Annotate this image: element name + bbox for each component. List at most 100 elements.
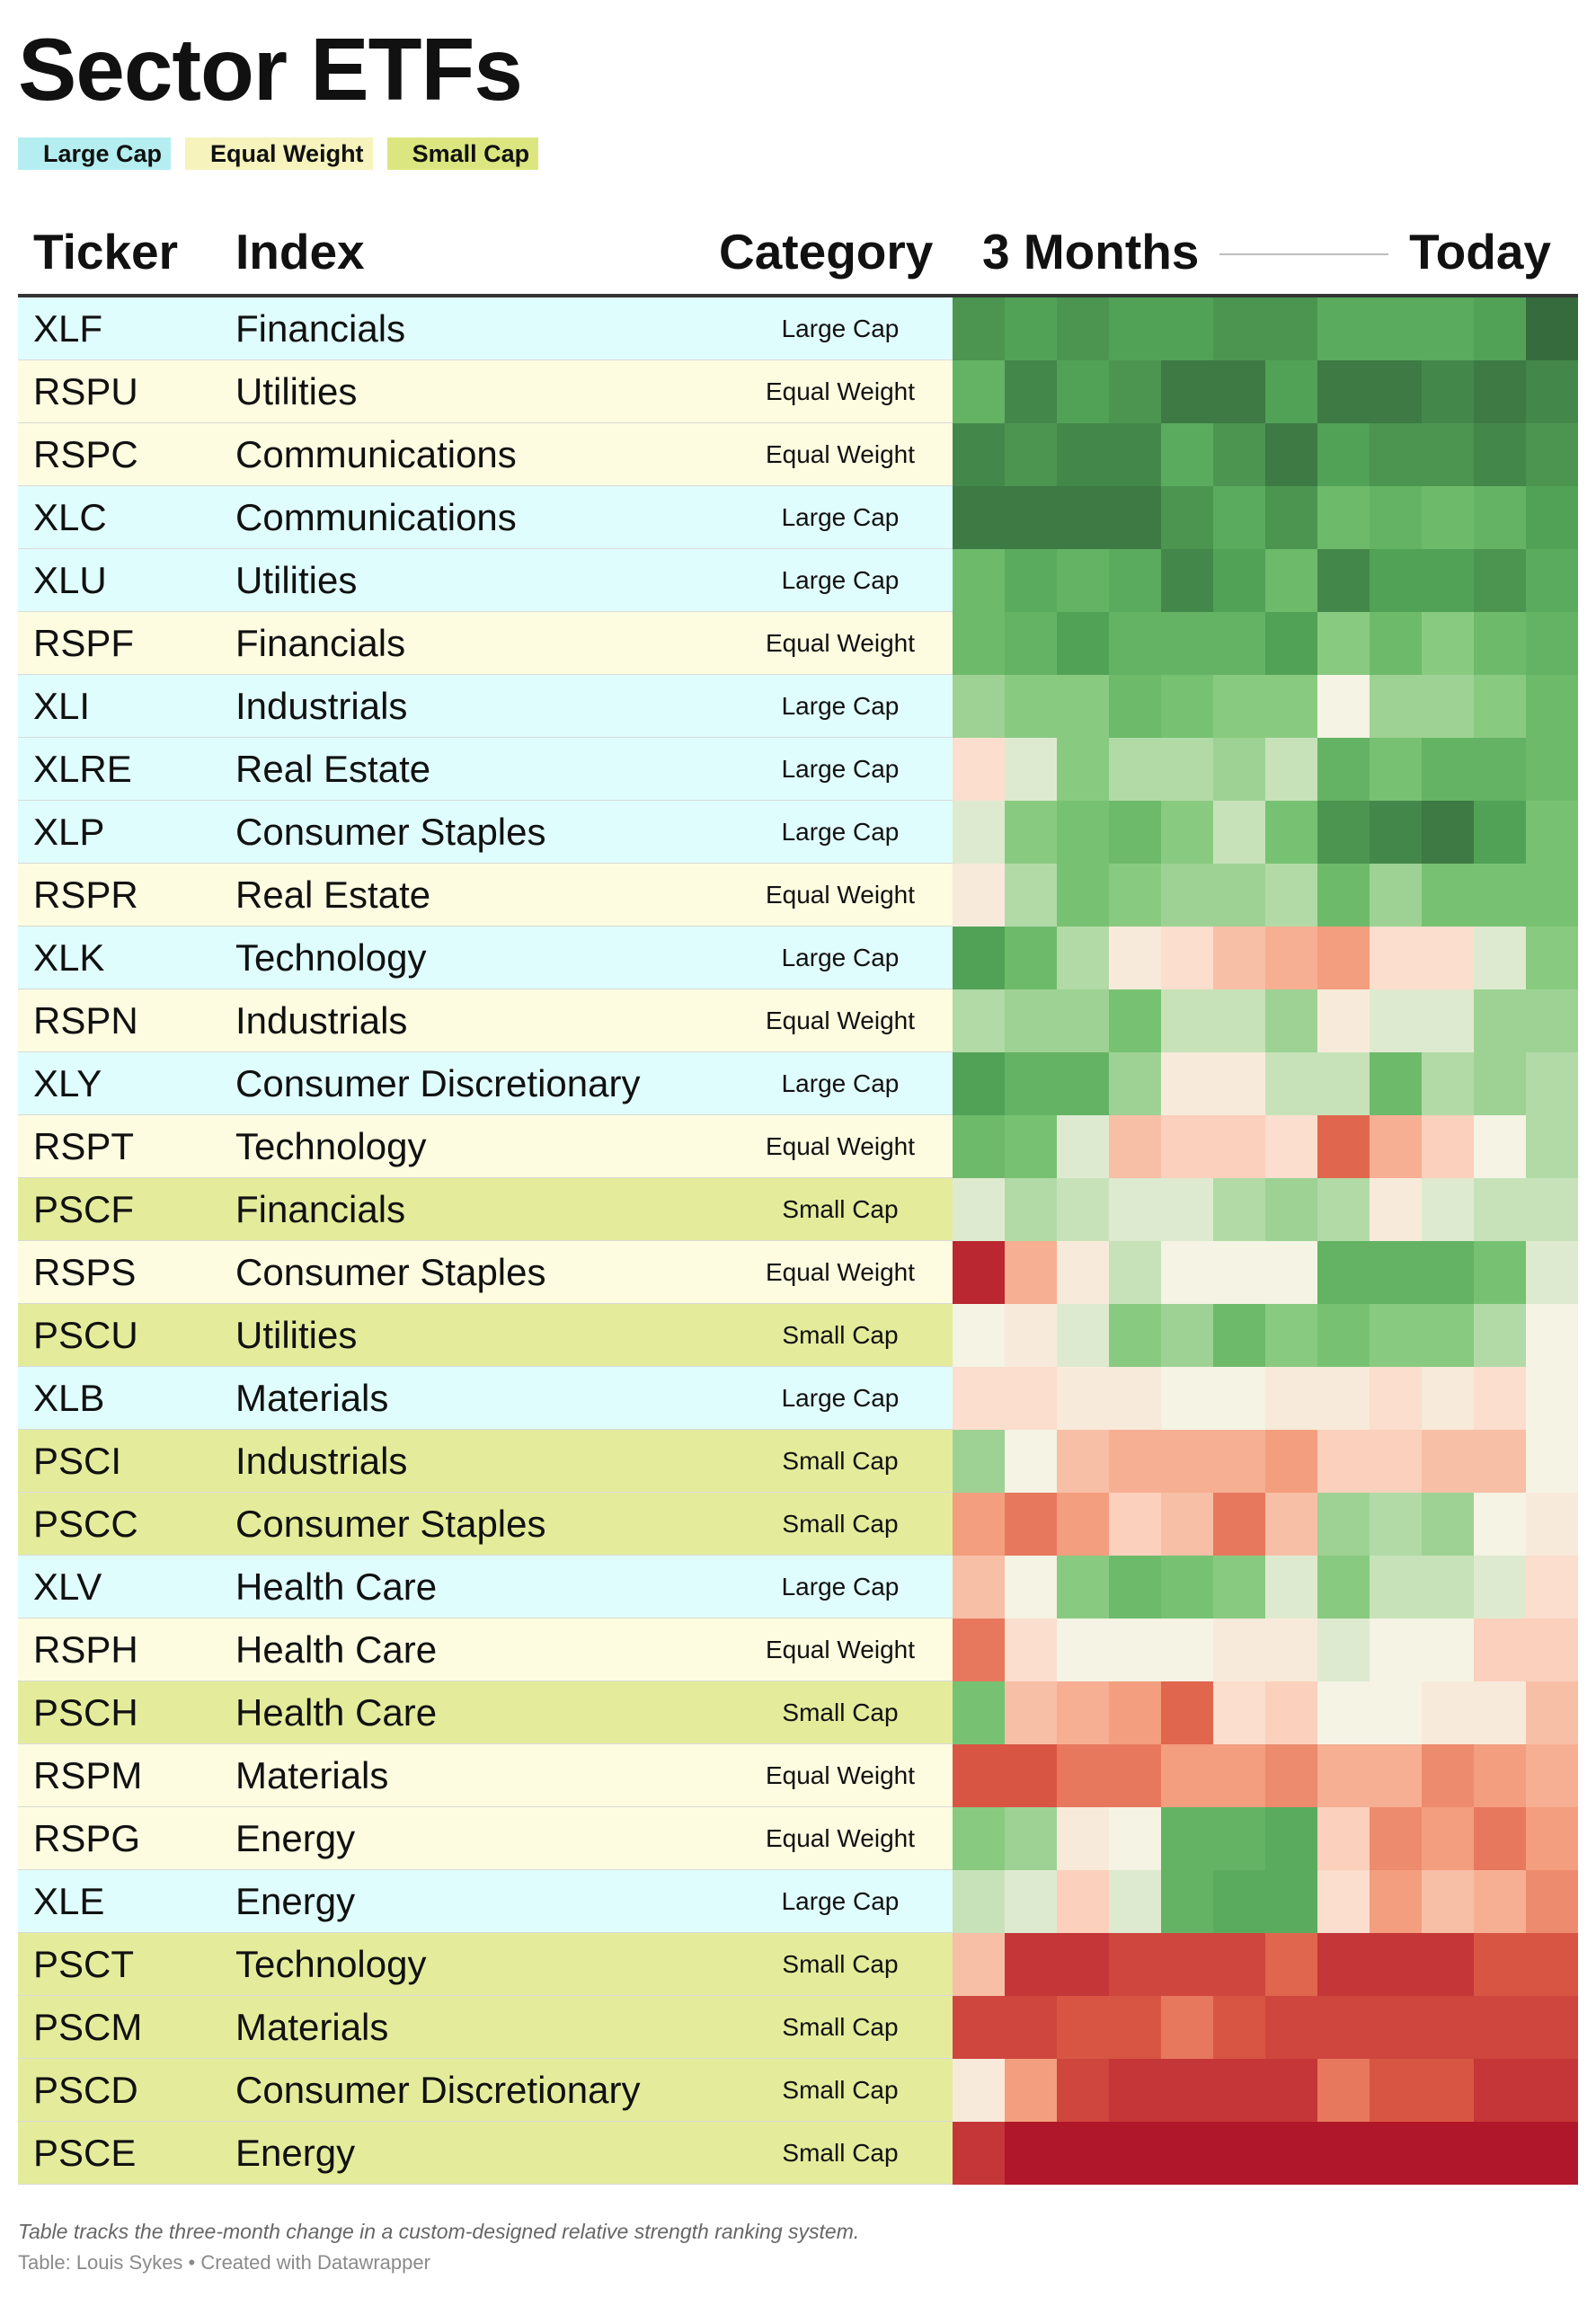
index-cell: Communications [235,433,517,475]
heatmap-cell [953,1241,1006,1305]
index-cell: Materials [235,1754,389,1796]
heatmap-cell [1474,1367,1527,1431]
ticker-cell: XLB [33,1377,105,1419]
heatmap-cell [1317,1556,1370,1619]
category-cell: Large Cap [781,818,900,846]
index-cell: Health Care [235,1565,438,1608]
header-index[interactable]: Index [235,224,365,279]
heatmap-cell [1213,1052,1266,1116]
heatmap-cell [1370,1367,1423,1431]
heatmap-cell [1370,423,1423,487]
heatmap-cell [1474,1619,1527,1682]
heatmap-cell [1265,864,1318,927]
heatmap-cell [1422,1241,1475,1305]
heatmap-cell [1161,360,1214,424]
heatmap-cell [1422,297,1475,361]
category-cell: Small Cap [782,2076,899,2104]
heatmap-cell [1317,1241,1370,1305]
heatmap-cell [1370,1619,1423,1682]
ticker-cell: PSCD [33,2069,138,2111]
heatmap-cell [1057,675,1110,739]
heatmap-cell [1422,927,1475,990]
heatmap-cell [953,1304,1006,1368]
heatmap-cell [1526,486,1578,550]
ticker-cell: XLK [33,936,105,979]
heatmap-cell [1213,989,1266,1053]
heatmap-cell [1317,1870,1370,1934]
heatmap-cell [1370,1744,1423,1808]
heatmap-cell [1161,486,1214,550]
heatmap-cell [1265,1430,1318,1494]
heatmap-cell [1265,1807,1318,1871]
index-cell: Financials [235,1188,406,1230]
heatmap-cell [1213,1178,1266,1242]
heatmap-cell [1005,1870,1058,1934]
table-row: RSPF Financials Equal Weight [18,612,953,675]
header-ticker[interactable]: Ticker [33,224,179,279]
index-cell: Financials [235,622,406,664]
heatmap-cell [1422,864,1475,927]
heatmap-cell [1057,1052,1110,1116]
heatmap-cell [953,360,1006,424]
heatmap-cell [1317,1430,1370,1494]
ticker-cell: XLE [33,1880,105,1922]
heatmap-cell [1057,1430,1110,1494]
heatmap-cell [1213,1619,1266,1682]
category-cell: Large Cap [781,755,900,783]
heatmap-cell [1317,927,1370,990]
heatmap-cell [1109,1493,1162,1556]
heatmap-cell [1526,297,1578,361]
category-cell: Large Cap [781,1384,900,1412]
heatmap-cell [953,1933,1006,1997]
index-cell: Industrials [235,999,408,1042]
heatmap-cell [1265,423,1318,487]
heatmap-cell [1265,2059,1318,2123]
index-cell: Materials [235,1377,389,1419]
heatmap-cell [1057,1807,1110,1871]
category-cell: Equal Weight [765,1761,916,1789]
heatmap-cell [1526,1430,1578,1494]
category-cell: Small Cap [782,1698,899,1726]
heatmap-cell [1005,1430,1058,1494]
heatmap-cell [1526,1681,1578,1745]
heatmap-cell [1109,1619,1162,1682]
heatmap-cell [1317,1115,1370,1179]
table-row: PSCF Financials Small Cap [18,1178,953,1241]
heatmap-cell [1474,1115,1527,1179]
heatmap-cell [1213,1304,1266,1368]
heatmap-cell [1005,549,1058,613]
heatmap-cell [1161,927,1214,990]
heatmap-cell [1526,1367,1578,1431]
ticker-cell: PSCH [33,1691,138,1734]
heatmap-cell [1474,1178,1527,1242]
table-header: Ticker Index Category 3 Months Today [18,207,1578,297]
heatmap-cell [1370,1556,1423,1619]
heatmap-cell [1474,1304,1527,1368]
heatmap-cell [1370,360,1423,424]
heatmap-cell [953,1619,1006,1682]
heatmap-cell [1370,801,1423,865]
index-cell: Utilities [235,370,358,412]
heatmap-cell [1213,1241,1266,1305]
heatmap-cell [1265,1681,1318,1745]
heatmap-cell [1370,1807,1423,1871]
category-cell: Large Cap [781,315,900,342]
header-category[interactable]: Category [719,224,934,279]
heatmap-cell [1005,1367,1058,1431]
heatmap-cell [1109,1996,1162,2060]
index-cell: Energy [235,1817,356,1859]
heatmap-cell [1057,1870,1110,1934]
heatmap-cell [1005,1178,1058,1242]
heatmap-cell [1317,549,1370,613]
table-row: PSCM Materials Small Cap [18,1996,953,2059]
heatmap-cell [1526,1178,1578,1242]
ticker-cell: XLP [33,811,105,853]
table-row: XLE Energy Large Cap [18,1870,953,1933]
category-cell: Small Cap [782,1510,899,1538]
heatmap-cell [1265,1178,1318,1242]
ticker-cell: PSCM [33,2006,143,2048]
table-row: RSPG Energy Equal Weight [18,1807,953,1870]
index-cell: Consumer Staples [235,1503,546,1545]
heatmap-cell [953,2122,1006,2185]
ticker-cell: RSPH [33,1628,138,1671]
